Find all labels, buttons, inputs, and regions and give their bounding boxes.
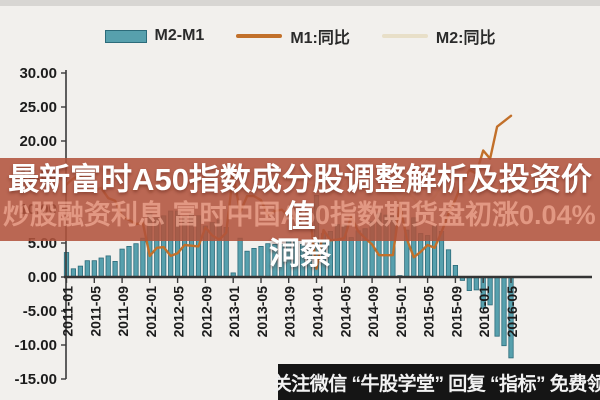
x-tick-label: 2014-01 bbox=[310, 286, 326, 338]
legend-line-swatch bbox=[236, 34, 283, 38]
x-axis: 2011-01 2011-05 2011-09 2012-01 2012-05 2012-… bbox=[60, 275, 592, 338]
legend-item-1: M2-M1 bbox=[104, 27, 205, 45]
y-tick-label: -15.00 bbox=[14, 371, 57, 388]
x-tick-label: 2015-01 bbox=[393, 286, 409, 338]
x-tick-label: 2016-05 bbox=[504, 286, 520, 338]
watermark-text: 炒股融资利息 富时中国A50指数期货盘初涨0.04% bbox=[3, 200, 596, 230]
x-tick-label: 2015-05 bbox=[421, 286, 437, 338]
x-tick-label: 2014-05 bbox=[337, 286, 353, 338]
headline-title-line1: 最新富时A50指数成分股调整解析及投资价值 bbox=[8, 162, 592, 234]
y-tick-label: 30.00 bbox=[19, 65, 57, 82]
wechat-promo-bar: 关注微信 “牛股学堂” 回复 “指标” 免费领 bbox=[273, 364, 600, 400]
x-tick-label: 2011-09 bbox=[115, 286, 131, 337]
legend-item-3: M2:同比 bbox=[381, 24, 496, 48]
y-tick-label: 20.00 bbox=[19, 133, 57, 150]
chart-legend: M2-M1 M1:同比 M2:同比 bbox=[0, 24, 600, 48]
x-tick-label: 2013-01 bbox=[226, 286, 242, 338]
top-border-strip bbox=[0, 0, 600, 6]
x-tick-label: 2012-01 bbox=[143, 286, 159, 338]
legend-item-label: M2:同比 bbox=[435, 30, 496, 47]
legend-line-swatch bbox=[381, 34, 428, 38]
x-tick-label: 2013-05 bbox=[254, 286, 270, 338]
headline-title-line2: 洞察 bbox=[269, 236, 331, 271]
legend-item-label: M1:同比 bbox=[290, 30, 350, 47]
y-tick-label: -5.00 bbox=[23, 303, 57, 320]
y-tick-label: 25.00 bbox=[19, 99, 57, 116]
x-tick-label: 2013-09 bbox=[282, 286, 298, 338]
headline-title: 最新富时A50指数成分股调整解析及投资价值 洞察 bbox=[0, 161, 600, 272]
headline-overlay-band bbox=[0, 158, 600, 241]
y-tick-label: 0.00 bbox=[28, 269, 57, 286]
x-tick-label: 2012-05 bbox=[171, 286, 187, 338]
wechat-promo-text: 关注微信 “牛股学堂” 回复 “指标” 免费领 bbox=[272, 373, 600, 395]
x-tick-label: 2014-09 bbox=[365, 286, 381, 338]
x-tick-label: 2015-09 bbox=[448, 286, 464, 338]
y-tick-label: -10.00 bbox=[14, 337, 57, 354]
x-tick-label: 2012-09 bbox=[198, 286, 214, 338]
legend-item-2: M1:同比 bbox=[236, 24, 350, 48]
x-tick-label: 2016-01 bbox=[476, 286, 492, 338]
x-tick-label: 2011-05 bbox=[87, 286, 103, 337]
x-tick-label: 2011-01 bbox=[60, 286, 76, 337]
legend-item-label: M2-M1 bbox=[154, 27, 205, 44]
legend-bar-swatch bbox=[104, 29, 147, 43]
